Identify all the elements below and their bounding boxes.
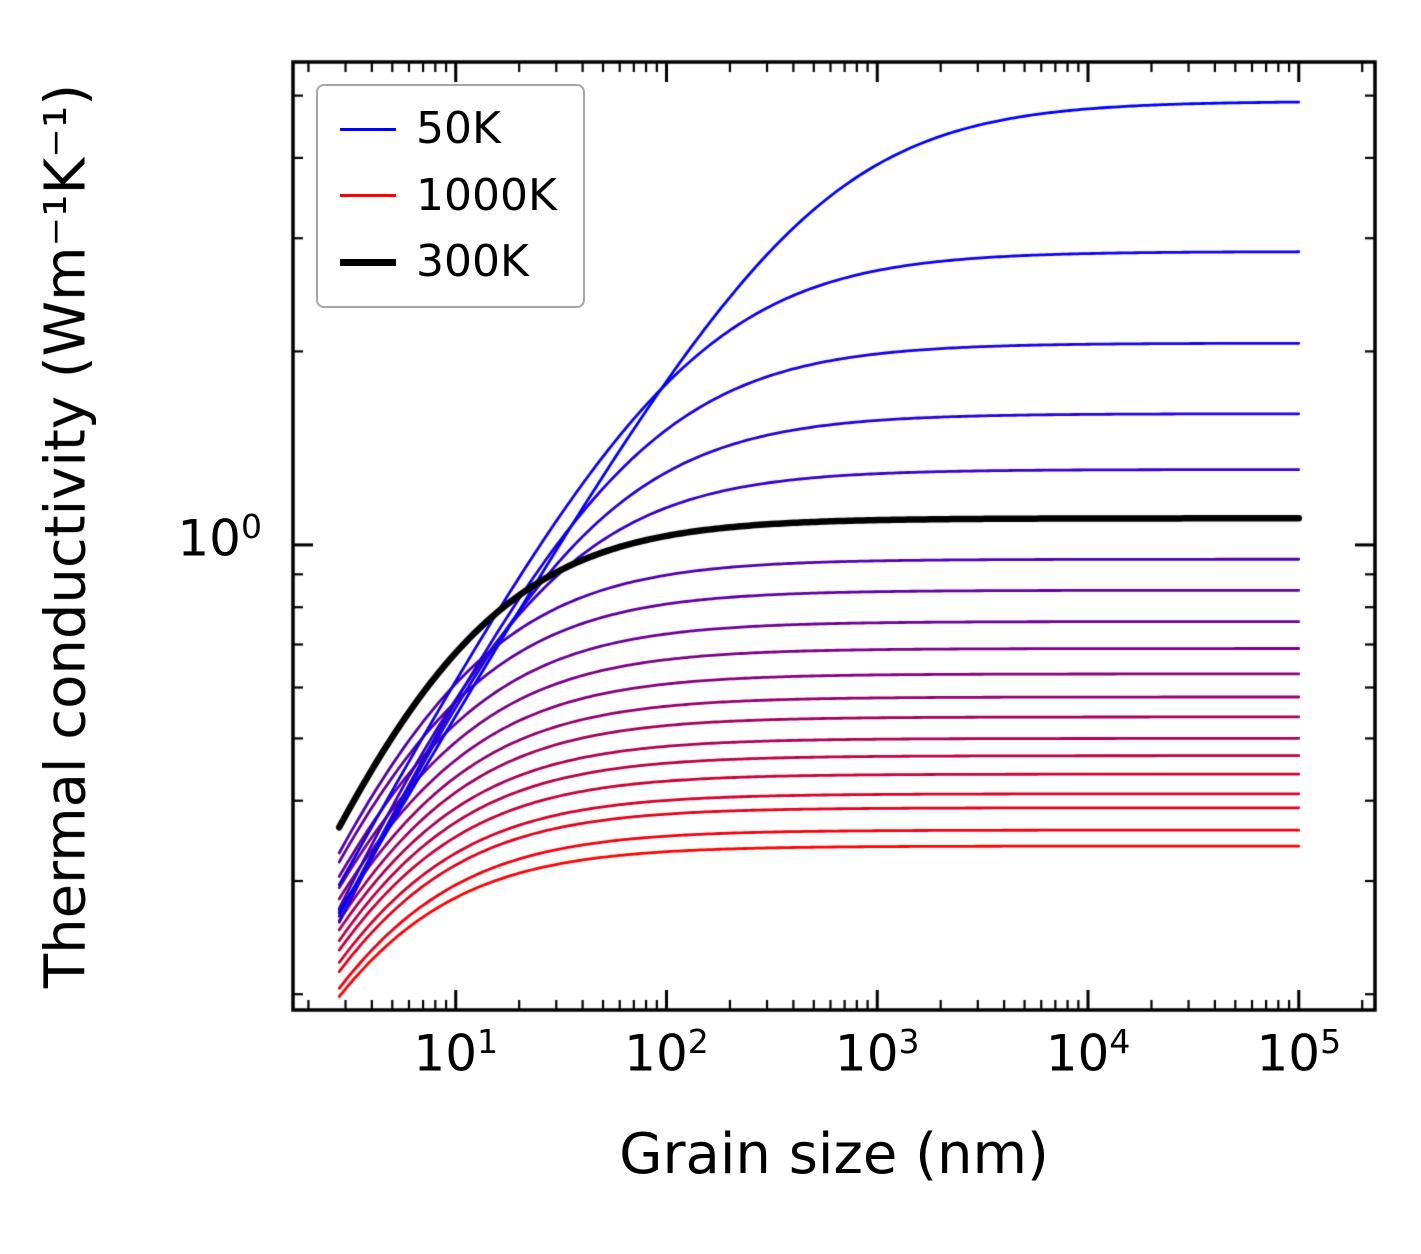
x-tick-label: 104 xyxy=(1045,1022,1131,1083)
x-tick-label: 102 xyxy=(624,1022,709,1083)
legend-item-1000k: 1000K xyxy=(340,169,557,222)
x-tick-label: 103 xyxy=(834,1022,920,1083)
legend-item-50k: 50K xyxy=(340,103,557,155)
y-tick-label: 100 xyxy=(177,506,262,568)
x-axis-label: Grain size (nm) xyxy=(619,1122,1049,1187)
legend-line-1000k-icon xyxy=(340,194,396,198)
legend-label-300k: 300K xyxy=(416,236,529,288)
y-axis-label: Thermal conductivity (Wm⁻¹K⁻¹) xyxy=(33,83,99,989)
x-tick-label: 101 xyxy=(413,1022,499,1083)
legend-label-50k: 50K xyxy=(416,103,501,154)
x-tick-label: 105 xyxy=(1256,1022,1342,1083)
legend-line-300k-icon xyxy=(340,258,396,266)
legend: 50K 1000K 300K xyxy=(316,84,585,308)
legend-label-1000k: 1000K xyxy=(416,169,557,221)
legend-line-50k-icon xyxy=(340,127,396,131)
legend-item-300k: 300K xyxy=(340,237,557,288)
